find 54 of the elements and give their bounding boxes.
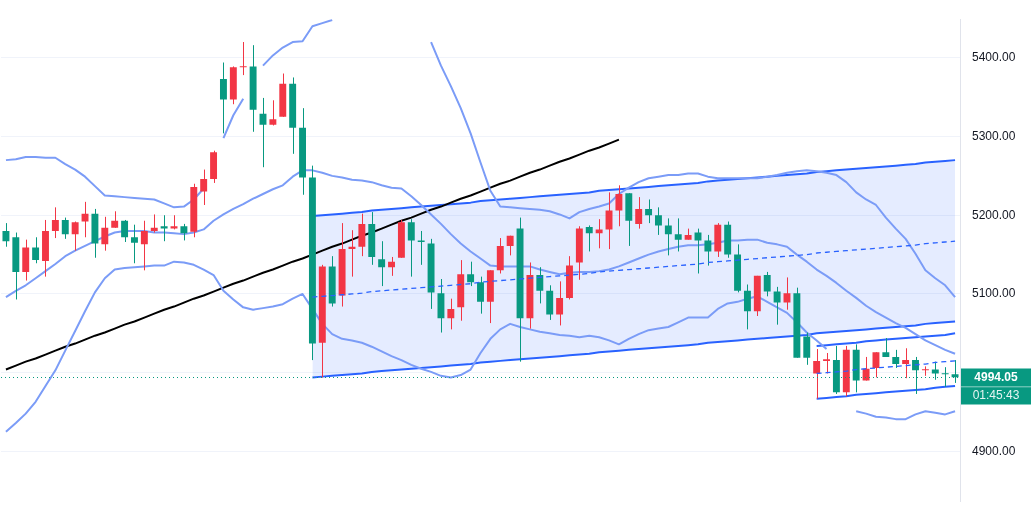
candlestick xyxy=(32,236,40,264)
candlestick xyxy=(803,332,811,366)
candlestick xyxy=(882,337,890,358)
candlestick xyxy=(378,240,386,287)
candlestick xyxy=(477,276,484,315)
candlestick xyxy=(546,284,554,321)
candlestick xyxy=(447,298,455,330)
candlestick xyxy=(131,224,138,264)
candlestick xyxy=(536,266,544,304)
candlestick xyxy=(150,213,158,234)
candlestick xyxy=(51,206,59,239)
candlestick xyxy=(2,222,10,248)
candlestick xyxy=(239,41,247,76)
candlestick xyxy=(219,62,227,134)
candlestick xyxy=(160,214,168,242)
candlestick xyxy=(773,286,781,326)
candlestick xyxy=(615,184,623,227)
candlestick xyxy=(674,217,682,252)
text: 01:45:43 xyxy=(972,388,1020,403)
y-tick-label: 4900.00 xyxy=(972,443,1016,458)
candlestick xyxy=(823,352,830,374)
candlestick xyxy=(902,347,910,379)
candlestick xyxy=(417,230,425,266)
candlestick xyxy=(200,169,208,206)
candlestick xyxy=(140,220,148,271)
ref-line-label: 4994.05 xyxy=(974,370,1019,385)
y-tick-label: 5400.00 xyxy=(972,50,1016,65)
candlestick xyxy=(61,217,69,240)
candlestick xyxy=(763,271,771,297)
candlestick xyxy=(595,218,603,249)
candlestick xyxy=(635,196,643,230)
candlestick xyxy=(269,99,277,126)
candlestick xyxy=(743,284,751,330)
y-tick-label: 5200.00 xyxy=(972,207,1016,222)
candlestick xyxy=(388,256,395,277)
candlestick xyxy=(556,280,564,326)
candlestick xyxy=(892,349,900,369)
candlestick xyxy=(783,276,791,311)
candlestick xyxy=(407,218,415,278)
candlestick xyxy=(704,234,712,267)
candlestick xyxy=(358,213,366,257)
candlestick xyxy=(645,198,653,224)
candlestick xyxy=(71,221,79,252)
candlestick xyxy=(813,348,821,400)
y-tick-label: 5300.00 xyxy=(972,128,1016,143)
candlestick xyxy=(655,206,662,236)
candlestick xyxy=(121,219,129,243)
candlestick xyxy=(664,217,672,256)
candlestick xyxy=(862,356,870,382)
candlestick xyxy=(585,224,593,252)
candlestick xyxy=(921,365,929,377)
candlestick xyxy=(467,261,475,287)
candlestick xyxy=(101,216,109,252)
y-tick-label: 5100.00 xyxy=(972,286,1016,301)
